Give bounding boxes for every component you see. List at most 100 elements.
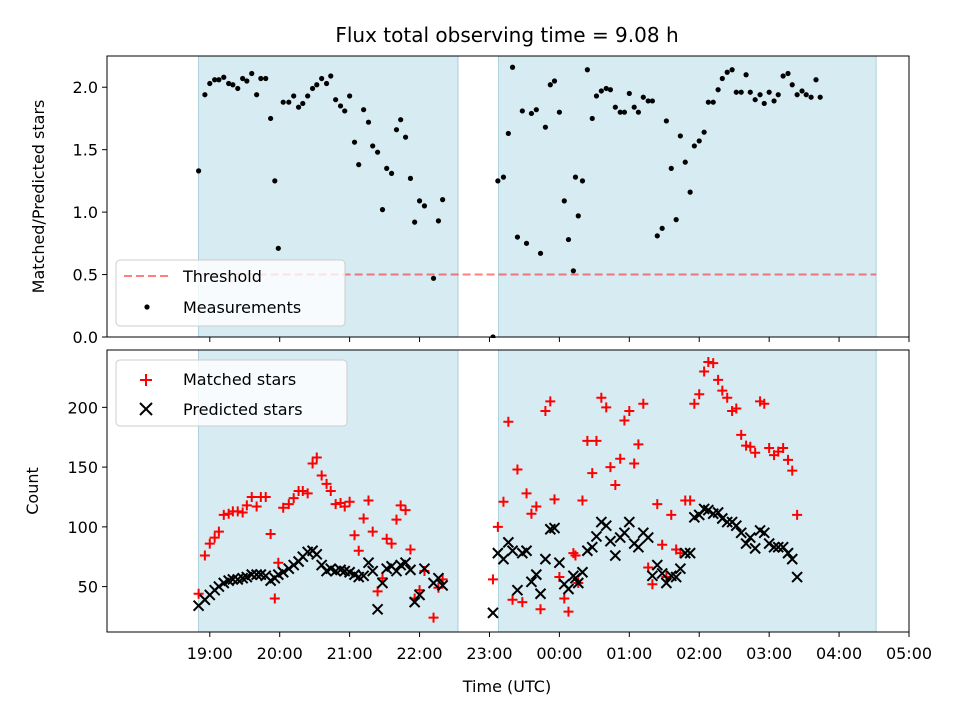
legend-measurements-label: Measurements: [183, 298, 301, 317]
measurement-point: [780, 73, 786, 79]
predicted-star-point: [623, 516, 636, 528]
predicted-star-point: [366, 565, 379, 577]
count-axes-frame: [106, 349, 910, 633]
matched-star-point: [269, 593, 280, 604]
matched-star-point: [283, 499, 294, 510]
matched-star-point: [307, 458, 318, 469]
measurement-point: [356, 162, 362, 168]
x-tick-label: 02:00: [676, 644, 722, 663]
matched-star-point: [353, 545, 364, 556]
observing-window-2: [498, 349, 877, 633]
measurement-point: [333, 97, 339, 103]
predicted-star-point: [684, 547, 696, 559]
measurement-point: [337, 103, 344, 109]
matched-star-point: [218, 509, 229, 520]
matched-star-point: [577, 495, 588, 506]
matched-star-point: [288, 493, 299, 504]
measurement-point: [379, 207, 386, 213]
measurement-point: [393, 127, 400, 133]
y-tick-label: 50: [78, 578, 98, 597]
measurement-point: [766, 89, 772, 95]
predicted-star-point: [277, 566, 289, 578]
matched-star-point: [237, 507, 248, 518]
measurement-point: [799, 88, 805, 94]
measurement-point: [533, 107, 539, 113]
matched-star-point: [615, 453, 626, 464]
predicted-star-point: [525, 576, 538, 588]
measurement-point: [547, 82, 553, 88]
matched-star-point: [783, 454, 794, 465]
predicted-star-point: [721, 516, 733, 528]
predicted-star-point: [246, 568, 258, 581]
matched-star-point: [694, 389, 705, 400]
predicted-star-point: [357, 570, 370, 582]
y-tick-label: 0.5: [73, 266, 98, 285]
measurement-point: [612, 104, 618, 110]
measurement-point: [384, 165, 390, 171]
predicted-star-point: [740, 537, 752, 550]
measurement-point: [230, 82, 236, 88]
predicted-star-point: [782, 547, 794, 559]
matched-star-point: [675, 548, 686, 559]
predicted-star-point: [632, 541, 645, 553]
legend-measurements-swatch: [144, 304, 150, 310]
measurement-point: [640, 94, 646, 100]
measurement-point: [226, 80, 232, 87]
matched-star-point: [321, 478, 332, 489]
measurement-point: [673, 217, 679, 223]
matched-star-point: [792, 509, 803, 520]
x-tick-label: 05:00: [886, 644, 932, 663]
measurement-point: [398, 117, 404, 123]
predicted-star-point: [772, 541, 784, 553]
matched-star-point: [633, 439, 644, 450]
measurement-point: [370, 143, 376, 149]
predicted-star-point: [679, 547, 691, 559]
predicted-star-point: [553, 556, 566, 569]
predicted-star-point: [502, 536, 515, 549]
predicted-star-point: [539, 553, 552, 565]
measurement-point: [584, 67, 590, 73]
matched-star-point: [666, 509, 677, 520]
measurement-point: [523, 240, 530, 246]
matched-star-point: [699, 366, 710, 377]
measurement-point: [347, 93, 353, 99]
matched-star-point: [652, 499, 663, 510]
measurement-point: [249, 70, 255, 77]
y-tick-label: 1.5: [73, 141, 98, 160]
x-tick-label: 03:00: [746, 644, 792, 663]
measurement-point: [430, 275, 437, 281]
predicted-star-point: [586, 541, 598, 553]
matched-star-point: [377, 573, 388, 584]
measurement-point: [752, 97, 758, 103]
measurement-point: [514, 234, 521, 240]
measurement-point: [388, 170, 395, 176]
measurement-point: [635, 109, 642, 115]
measurement-point: [561, 198, 567, 204]
predicted-star-point: [376, 577, 389, 589]
predicted-star-point: [534, 588, 547, 600]
matched-star-point: [689, 398, 700, 409]
measurement-point: [537, 250, 544, 256]
matched-star-point: [339, 501, 350, 512]
predicted-star-point: [404, 564, 417, 576]
measurement-point: [263, 75, 269, 82]
matched-star-point: [787, 465, 798, 476]
matched-star-point: [570, 550, 581, 561]
count-y-axis-label: Count: [23, 467, 42, 515]
matched-star-point: [605, 462, 616, 473]
matched-star-point: [400, 505, 411, 516]
matched-star-point: [487, 574, 498, 585]
measurement-point: [495, 178, 501, 184]
measurement-point: [207, 80, 213, 87]
predicted-star-point: [390, 565, 403, 577]
measurement-point: [361, 107, 367, 113]
predicted-star-point: [408, 596, 421, 608]
predicted-star-point: [651, 559, 663, 571]
measurement-point: [626, 90, 632, 97]
matched-star-point: [492, 521, 503, 532]
measurement-point: [761, 100, 767, 107]
measurement-point: [617, 109, 623, 115]
measurement-point: [240, 75, 246, 82]
predicted-star-point: [749, 542, 761, 555]
predicted-star-point: [758, 527, 770, 539]
